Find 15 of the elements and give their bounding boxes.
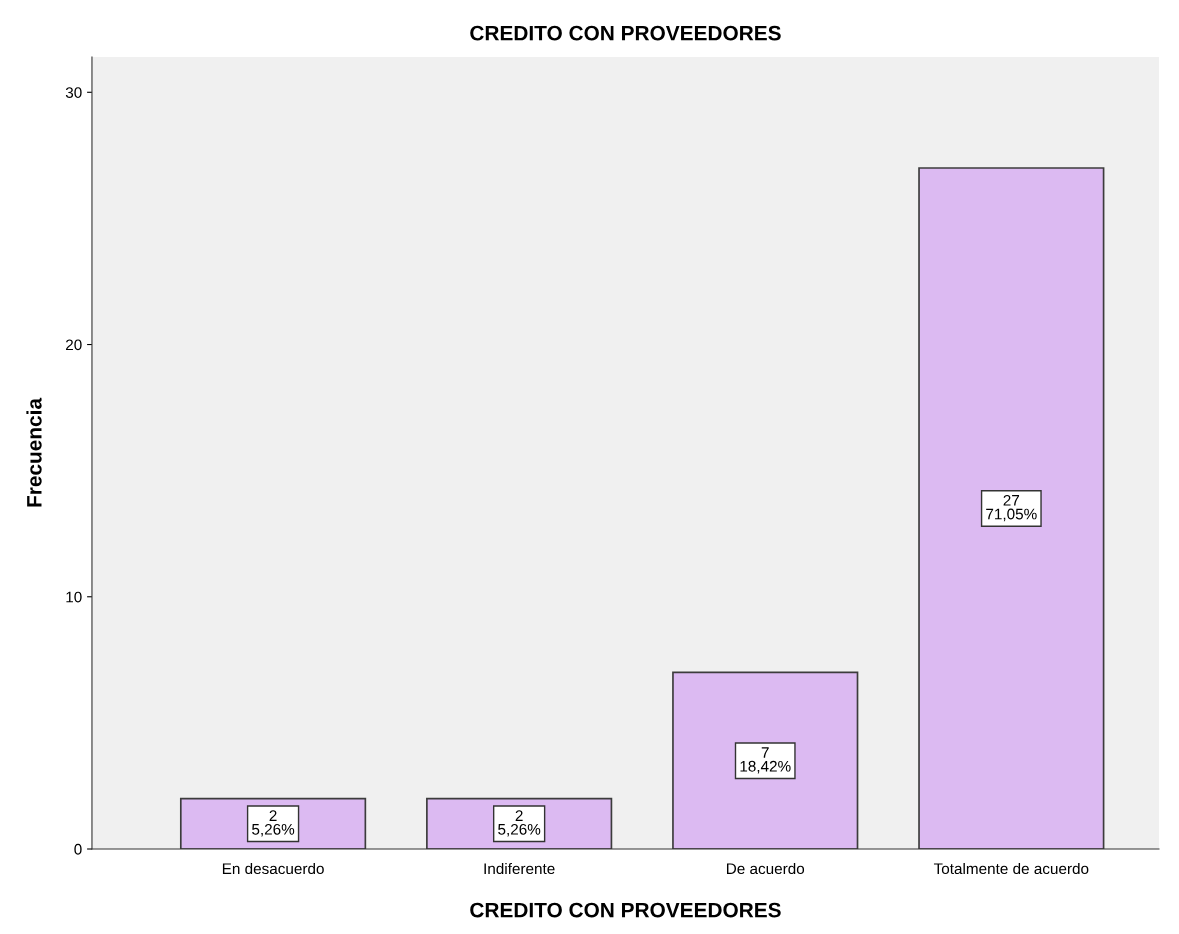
y-tick-label: 30 [65,87,82,98]
y-tick-label: 10 [66,591,82,603]
data-label: 7 18,42% [740,747,791,774]
x-tick-label: En desacuerdo [222,862,324,875]
x-tick-label: De acuerdo [727,862,805,875]
x-tick-label: Totalmente de acuerdo [933,862,1089,875]
data-label: 27 71,05% [986,494,1037,522]
data-label: 2 5,26% [252,810,295,837]
data-label: 2 5,26% [498,810,541,837]
y-axis-title: Frecuencia [26,397,42,507]
y-tick-label: 20 [66,339,82,351]
y-tick-label: 0 [74,843,82,855]
chart-title: CREDITO CON PROVEEDORES [470,25,781,41]
x-tick-label: Indiferente [484,862,555,875]
x-axis-title: CREDITO CON PROVEEDORES [470,902,781,918]
